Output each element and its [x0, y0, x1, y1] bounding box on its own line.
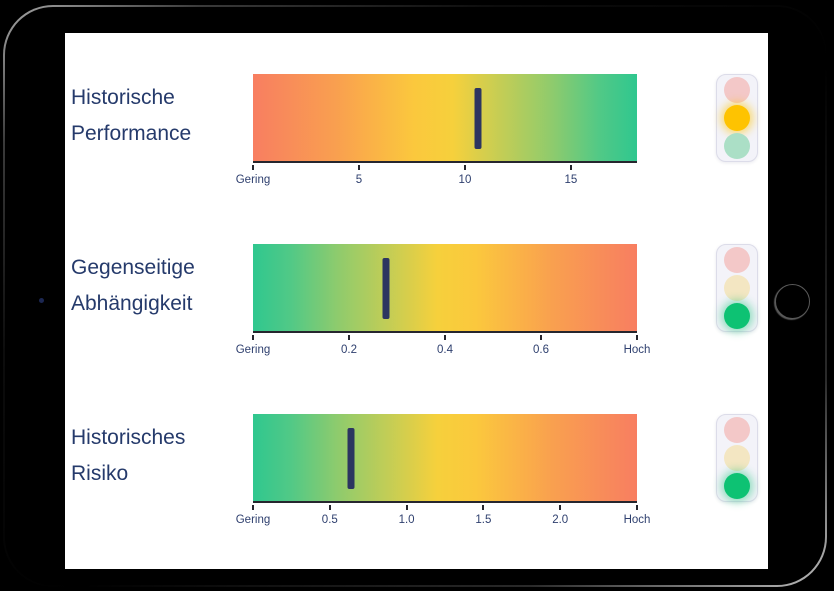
tick-mark: [482, 505, 485, 510]
tick-label: 15: [564, 174, 578, 186]
tick-mark: [348, 335, 350, 340]
tablet-frame: Historische Performance Gering 5 10 15 Gege…: [3, 5, 827, 587]
chart-title-line1: Gegenseitige: [71, 256, 195, 279]
tick-label: Hoch: [623, 344, 651, 356]
chart-title-line2: Performance: [71, 122, 192, 145]
dashboard-screen: Historische Performance Gering 5 10 15 Gege…: [65, 33, 768, 569]
tick-mark: [444, 335, 446, 340]
green-light-active-icon[interactable]: [724, 303, 750, 329]
camera-icon: [39, 298, 44, 303]
tick-mark: [569, 165, 572, 170]
tick-mark: [559, 505, 562, 510]
red-light-icon[interactable]: [724, 247, 750, 273]
chart-row: Historische Performance Gering 5 10 15: [65, 74, 768, 209]
tick-mark: [252, 505, 254, 510]
gauge-plot: Gering 0.2 0.4 0.6 Hoch: [236, 244, 650, 356]
tick-mark: [540, 335, 542, 340]
value-marker[interactable]: [347, 428, 355, 489]
tick-label: 10: [458, 174, 472, 186]
tick-label: 1.5: [475, 514, 492, 526]
tick-mark: [252, 335, 254, 340]
tick-label: 0.5: [321, 514, 338, 526]
chart-row: Historisches Risiko Gering 0.5 1.0 1.5 2.0 Ho…: [65, 414, 768, 549]
traffic-light: [716, 414, 758, 502]
tick-label: 0.6: [533, 344, 549, 356]
tick-label: Gering: [235, 174, 271, 186]
green-light-icon[interactable]: [724, 133, 750, 159]
yellow-light-icon[interactable]: [724, 445, 750, 471]
gauge-gradient-bar: [253, 244, 637, 333]
tick-mark: [636, 335, 638, 340]
red-light-icon[interactable]: [724, 417, 750, 443]
tick-label: Gering: [235, 344, 271, 356]
gauge-plot: Gering 5 10 15: [236, 74, 637, 186]
chart-title-line2: Risiko: [71, 462, 129, 485]
tick-mark: [252, 165, 254, 170]
tick-mark: [405, 505, 408, 510]
tick-mark: [636, 505, 638, 510]
red-light-icon[interactable]: [724, 77, 750, 103]
tick-mark: [463, 165, 466, 170]
gauge-plot: Gering 0.5 1.0 1.5 2.0 Hoch: [236, 414, 650, 526]
chart-row: Gegenseitige Abhängigkeit Gering 0.2 0.4 0.…: [65, 244, 768, 379]
tick-label: 1.0: [398, 514, 415, 526]
tick-mark: [328, 505, 331, 510]
tick-label: 0.4: [437, 344, 453, 356]
tick-label: Gering: [235, 514, 271, 526]
value-marker[interactable]: [474, 88, 482, 149]
chart-title-line1: Historisches: [71, 426, 186, 449]
tick-label: Hoch: [623, 514, 651, 526]
chart-title: Historisches Risiko: [71, 420, 251, 492]
yellow-light-icon[interactable]: [724, 275, 750, 301]
home-button[interactable]: [775, 284, 810, 319]
chart-title-line1: Historische: [71, 86, 175, 109]
tick-label: 0.2: [341, 344, 357, 356]
gauge-gradient-bar: [253, 414, 637, 503]
value-marker[interactable]: [382, 258, 390, 319]
green-light-active-icon[interactable]: [724, 473, 750, 499]
tick-mark: [357, 165, 360, 170]
yellow-light-active-icon[interactable]: [724, 105, 750, 131]
chart-title: Gegenseitige Abhängigkeit: [71, 250, 251, 322]
tick-label: 5: [355, 174, 363, 186]
traffic-light: [716, 74, 758, 162]
chart-title-line2: Abhängigkeit: [71, 292, 193, 315]
tick-label: 2.0: [552, 514, 569, 526]
chart-title: Historische Performance: [71, 80, 251, 152]
gauge-gradient-bar: [253, 74, 637, 163]
traffic-light: [716, 244, 758, 332]
